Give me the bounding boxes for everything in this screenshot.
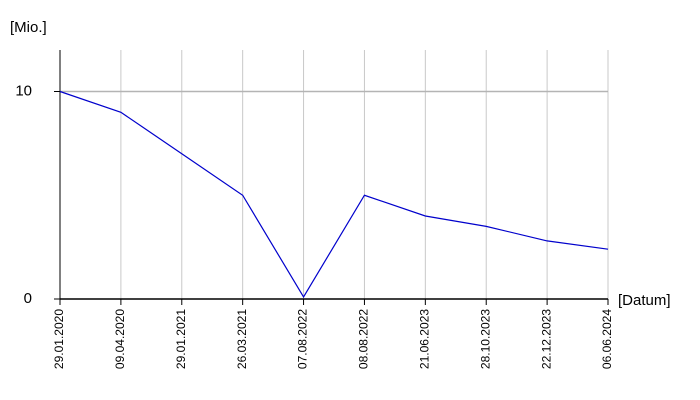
- y-axis-label: [Mio.]: [10, 19, 47, 36]
- x-tick-label: 29.01.2020: [52, 309, 66, 369]
- x-tick-label: 26.03.2021: [235, 309, 249, 369]
- x-tick-label: 09.04.2020: [113, 309, 127, 369]
- y-tick-label: 0: [24, 290, 32, 307]
- x-tick-label: 21.06.2023: [418, 309, 432, 369]
- x-axis-label: [Datum]: [618, 292, 671, 309]
- x-tick-label: 07.08.2022: [296, 309, 310, 369]
- x-tick-label: 06.06.2024: [600, 309, 614, 369]
- x-tick-label: 22.12.2023: [539, 309, 553, 369]
- y-tick-label: 10: [15, 82, 32, 99]
- data-line: [59, 90, 609, 299]
- x-tick-label: 29.01.2021: [174, 309, 188, 369]
- x-tick-label: 08.08.2022: [357, 309, 371, 369]
- x-tick-label: 28.10.2023: [478, 309, 492, 369]
